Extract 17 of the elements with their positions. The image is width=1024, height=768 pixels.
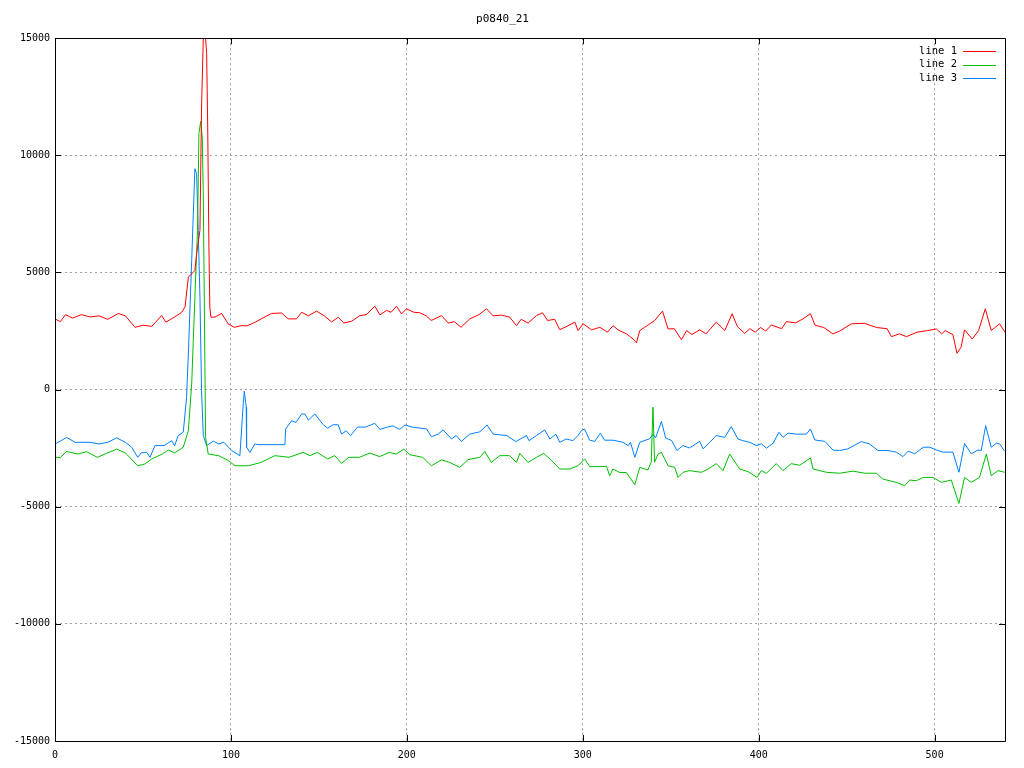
legend-label: line 1 (919, 43, 957, 56)
legend-label: line 3 (919, 70, 957, 83)
x-tick-label: 400 (749, 748, 768, 760)
chart-title: p0840_21 (476, 12, 529, 26)
x-tick-label: 100 (221, 748, 240, 760)
x-tick-label: 500 (925, 748, 944, 760)
y-tick-label: -10000 (13, 617, 50, 629)
y-tick-label: -5000 (19, 500, 50, 512)
y-tick-label: 10000 (19, 148, 50, 160)
y-tick-label: 15000 (19, 31, 50, 43)
y-tick-label: 0 (43, 383, 50, 395)
x-tick-label: 200 (397, 748, 416, 760)
y-tick-label: -15000 (13, 734, 50, 746)
y-tick-label: 5000 (25, 266, 50, 278)
legend-label: line 2 (919, 57, 957, 70)
x-tick-label: 0 (51, 748, 59, 760)
x-tick-label: 300 (573, 748, 592, 760)
